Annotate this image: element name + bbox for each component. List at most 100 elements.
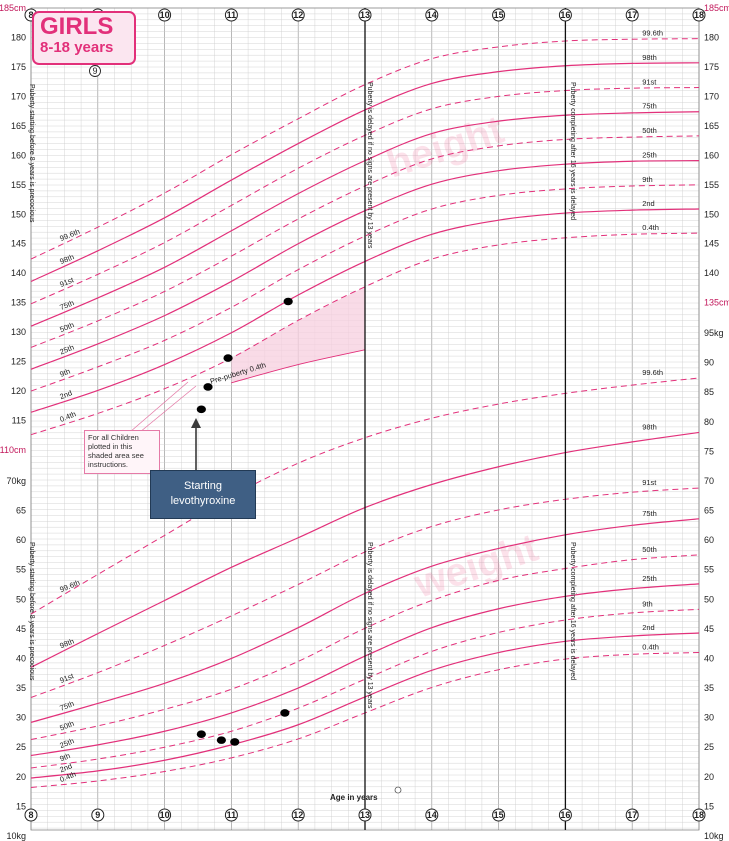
age-tick-circle — [224, 808, 238, 822]
age-tick-label-top: 14 — [427, 10, 437, 20]
height-label-left-91st: 91st — [58, 275, 75, 289]
y-tick-label: 70kg — [6, 476, 26, 486]
y-tick-label: 155 — [704, 180, 719, 190]
y-tick-label: 135 — [11, 298, 26, 308]
age-tick-circle — [358, 808, 372, 822]
height-label-right-91st: 91st — [642, 78, 657, 87]
age-tick-circle — [492, 8, 506, 22]
height-data-point — [223, 354, 233, 362]
age-tick-circle — [425, 8, 439, 22]
puberty-before-8-weight: Puberty starting before 8 years is preco… — [28, 542, 35, 681]
weight-label-left-25th: 25th — [58, 736, 75, 750]
callout-pointer — [129, 381, 189, 433]
age-marker-circle — [394, 786, 402, 794]
y-tick-label: 160 — [11, 150, 26, 160]
y-tick-label: 35 — [704, 683, 714, 693]
y-tick-label: 75 — [704, 446, 714, 456]
weight-data-point — [196, 730, 206, 739]
puberty-before-8-height: Puberty starting before 8 years is preco… — [28, 84, 35, 223]
y-tick-label: 25 — [16, 742, 26, 752]
weight-data-point — [216, 736, 226, 744]
y-tick-label: 140 — [11, 268, 26, 278]
age-tick-label-bottom: 17 — [627, 810, 637, 820]
y-tick-label: 55 — [16, 565, 26, 575]
y-tick-label: 150 — [11, 209, 26, 219]
y-tick-label: 160 — [704, 150, 719, 160]
age-tick-label-top: 10 — [160, 10, 170, 20]
pre-puberty-band — [231, 286, 365, 383]
age-tick-label-top: 16 — [560, 10, 570, 20]
height-label-right-25th: 25th — [642, 151, 657, 160]
y-tick-label: 175 — [704, 62, 719, 72]
pre-puberty-line — [231, 349, 366, 384]
age-tick-label-top: 11 — [227, 10, 237, 20]
y-tick-label: 50 — [16, 594, 26, 604]
levothyroxine-annotation: Starting levothyroxine — [150, 470, 256, 519]
y-tick-label: 110cm — [0, 445, 26, 455]
y-tick-label: 90 — [704, 358, 714, 368]
y-tick-label: 80 — [704, 417, 714, 427]
age-tick-label-bottom: 15 — [494, 810, 504, 820]
y-tick-label: 180 — [704, 32, 719, 42]
y-tick-label: 50 — [704, 594, 714, 604]
age-tick-circle — [558, 808, 572, 822]
height-label-left-0-4th: 0.4th — [58, 409, 77, 424]
height-label-left-98th: 98th — [58, 252, 75, 266]
page-marker: 9 — [92, 66, 97, 76]
height-label-right-50th: 50th — [642, 126, 657, 135]
y-tick-label: 10kg — [704, 831, 724, 841]
y-tick-label: 120 — [11, 386, 26, 396]
age-tick-label-bottom: 11 — [227, 810, 237, 820]
shaded-area-callout: For all Children plotted in this shaded … — [84, 430, 160, 474]
weight-label-right-75th: 75th — [642, 509, 657, 518]
height-data-point — [283, 297, 293, 306]
height-centile-0-4th — [30, 232, 700, 436]
age-tick-circle — [158, 8, 172, 22]
x-axis-label: Age in years — [330, 793, 378, 802]
y-tick-label: 165 — [704, 121, 719, 131]
data-points — [196, 297, 293, 746]
age-tick-circle — [24, 808, 38, 822]
y-tick-label: 185cm — [0, 3, 26, 13]
y-tick-label: 95kg — [704, 328, 724, 338]
y-tick-label: 145 — [11, 239, 26, 249]
y-tick-label: 145 — [704, 239, 719, 249]
age-tick-circle — [492, 808, 506, 822]
y-tick-label: 65 — [16, 506, 26, 516]
weight-centile-9th — [30, 608, 700, 769]
age-tick-circle — [692, 8, 706, 22]
age-tick-circle — [692, 808, 706, 822]
y-tick-label: 60 — [16, 535, 26, 545]
height-data-point — [196, 405, 206, 414]
weight-label-right-99-6th: 99.6th — [642, 368, 663, 377]
y-tick-label: 130 — [11, 327, 26, 337]
y-tick-label: 115 — [12, 416, 26, 426]
height-label-left-75th: 75th — [58, 298, 75, 312]
y-tick-label: 20 — [704, 772, 714, 782]
age-tick-circle — [558, 8, 572, 22]
y-tick-label: 35 — [16, 683, 26, 693]
y-tick-label: 70 — [704, 476, 714, 486]
y-tick-label: 65 — [704, 506, 714, 516]
height-label-right-9th: 9th — [642, 175, 652, 184]
height-label-right-75th: 75th — [642, 102, 657, 111]
height-label-right-0-4th: 0.4th — [642, 223, 659, 232]
height-centile-99-6th — [30, 38, 700, 260]
levothyroxine-arrow-head — [191, 418, 201, 428]
y-tick-label: 155 — [11, 180, 26, 190]
age-tick-circle — [291, 808, 305, 822]
age-tick-label-top: 13 — [360, 10, 370, 20]
puberty-delayed-13-weight: Puberty is delayed if no signs are prese… — [366, 542, 373, 709]
y-tick-label: 20 — [16, 772, 26, 782]
weight-label-right-25th: 25th — [642, 574, 657, 583]
age-tick-label-top: 12 — [293, 10, 303, 20]
weight-label-left-91st: 91st — [58, 671, 75, 685]
weight-label-right-98th: 98th — [642, 422, 657, 431]
weight-label-right-9th: 9th — [642, 599, 652, 608]
age-tick-label-bottom: 10 — [160, 810, 170, 820]
y-tick-label: 125 — [11, 357, 26, 367]
y-tick-label: 175 — [11, 62, 26, 72]
y-tick-label: 40 — [16, 653, 26, 663]
y-tick-label: 45 — [704, 624, 714, 634]
